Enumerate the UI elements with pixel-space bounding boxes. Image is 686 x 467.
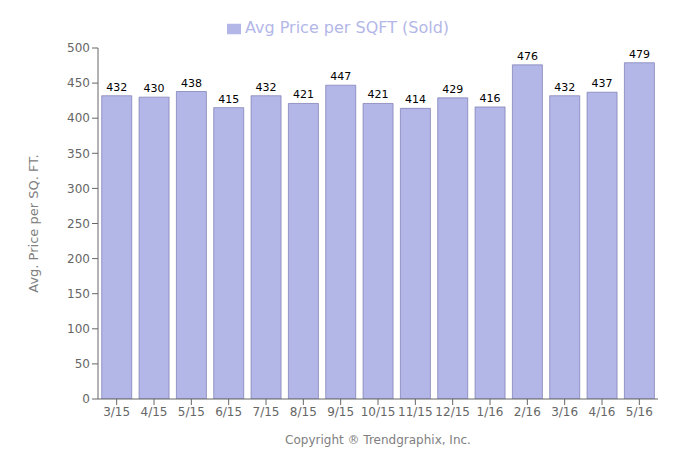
svg-text:2/16: 2/16 <box>514 405 541 419</box>
svg-text:Avg. Price per SQ. FT.: Avg. Price per SQ. FT. <box>26 154 41 292</box>
svg-text:5/15: 5/15 <box>178 405 205 419</box>
svg-text:150: 150 <box>67 287 90 301</box>
svg-text:3/15: 3/15 <box>103 405 130 419</box>
svg-text:415: 415 <box>218 93 239 106</box>
svg-text:432: 432 <box>256 81 277 94</box>
svg-text:500: 500 <box>67 41 90 55</box>
svg-text:5/16: 5/16 <box>626 405 653 419</box>
svg-text:432: 432 <box>554 81 575 94</box>
svg-text:350: 350 <box>67 147 90 161</box>
svg-text:11/15: 11/15 <box>398 405 433 419</box>
svg-text:7/15: 7/15 <box>253 405 280 419</box>
svg-text:438: 438 <box>181 77 202 90</box>
svg-text:6/15: 6/15 <box>215 405 242 419</box>
svg-text:421: 421 <box>293 88 314 101</box>
svg-text:437: 437 <box>592 77 613 90</box>
svg-text:200: 200 <box>67 252 90 266</box>
svg-text:416: 416 <box>480 92 501 105</box>
svg-text:476: 476 <box>517 50 538 63</box>
svg-text:432: 432 <box>106 81 127 94</box>
svg-text:300: 300 <box>67 182 90 196</box>
svg-text:10/15: 10/15 <box>361 405 396 419</box>
svg-text:50: 50 <box>75 357 90 371</box>
svg-text:250: 250 <box>67 217 90 231</box>
svg-text:4/16: 4/16 <box>589 405 616 419</box>
svg-text:4/15: 4/15 <box>141 405 168 419</box>
svg-text:450: 450 <box>67 76 90 90</box>
svg-text:100: 100 <box>67 322 90 336</box>
html-text:Avg Price per SQFT (Sold): Avg Price per SQFT (Sold) <box>245 18 449 37</box>
svg-text:Copyright ® Trendgraphix, Inc.: Copyright ® Trendgraphix, Inc. <box>285 433 471 447</box>
svg-text:447: 447 <box>330 70 351 83</box>
svg-text:479: 479 <box>629 48 650 61</box>
svg-text:400: 400 <box>67 111 90 125</box>
svg-text:414: 414 <box>405 93 426 106</box>
svg-text:0: 0 <box>82 392 90 406</box>
svg-text:12/15: 12/15 <box>435 405 470 419</box>
svg-text:1/16: 1/16 <box>477 405 504 419</box>
svg-text:429: 429 <box>442 83 463 96</box>
svg-text:3/16: 3/16 <box>551 405 578 419</box>
svg-text:430: 430 <box>144 82 165 95</box>
svg-text:8/15: 8/15 <box>290 405 317 419</box>
svg-text:9/15: 9/15 <box>327 405 354 419</box>
svg-text:421: 421 <box>368 88 389 101</box>
